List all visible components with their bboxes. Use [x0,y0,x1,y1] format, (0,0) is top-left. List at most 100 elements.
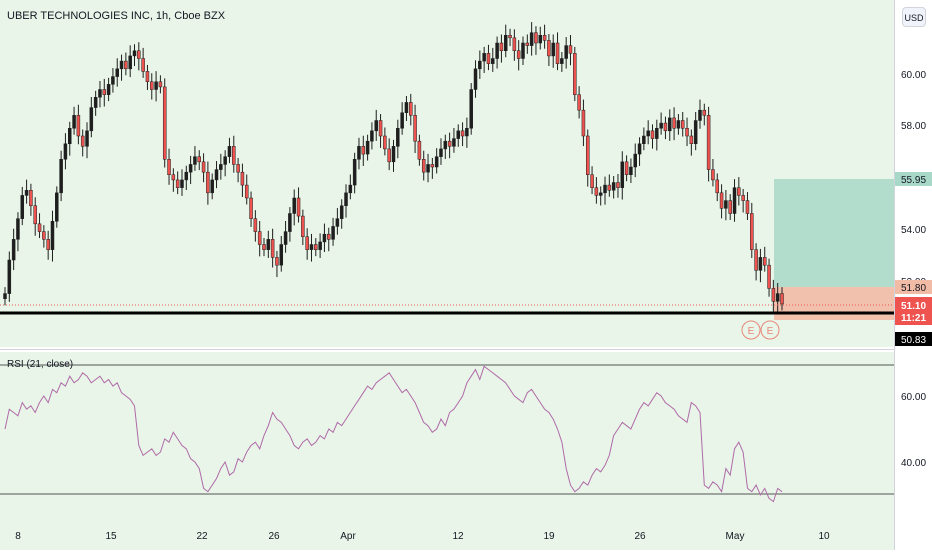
candle-body [473,68,478,90]
x-label-26b: 26 [634,531,646,542]
candle-body [20,195,25,219]
candle-body [547,40,551,57]
candlestick-series [3,22,784,314]
candle-body [102,89,107,95]
candle-body [76,115,81,137]
candle-body [439,148,443,157]
axis-background [894,0,932,550]
earnings-marker-1[interactable]: E [741,320,761,340]
candle-body [542,35,547,41]
support-price-label[interactable]: 50.83 [895,332,932,346]
target-price-text: 55.95 [901,175,926,186]
candle-body [89,107,94,132]
candle-body [227,146,232,157]
candle-body [357,146,361,160]
candle-body [633,153,637,168]
candle-body [137,50,141,59]
candle-body [447,140,452,147]
candle-body [85,130,89,147]
candle-body [737,187,741,196]
price-tick-58: 58.00 [901,121,926,132]
candle-body [767,264,771,289]
stop-zone[interactable] [774,287,894,320]
candle-body [335,218,340,227]
candle-body [240,171,245,186]
rsi-indicator-label[interactable]: RSI (21, close) [7,359,74,370]
candle-body [404,102,409,113]
candle-body [750,213,754,250]
x-label-22: 22 [196,531,208,542]
candle-body [698,109,702,121]
earnings-marker-1-label: E [748,326,755,337]
x-label-12: 12 [452,531,464,542]
target-price-label[interactable]: 55.95 [895,172,932,186]
candle-body [560,58,564,64]
candle-body [586,135,590,175]
earnings-marker-2-label: E [767,326,774,337]
candle-body [305,236,309,250]
x-label-apr: Apr [340,531,356,542]
candle-body [421,159,426,173]
candle-body [495,42,499,59]
x-label-26: 26 [268,531,280,542]
candle-body [63,143,68,160]
candle-body [318,241,322,250]
rsi-tick-60: 60.00 [901,392,926,403]
candle-body [214,169,219,181]
stop-price-label[interactable]: 51.80 [895,280,932,294]
candle-body [167,159,171,175]
candle-body [3,293,7,300]
candle-body [206,171,210,194]
candle-body [279,244,284,266]
candle-body [603,184,607,194]
candle-body [534,32,538,44]
candle-body [434,156,439,168]
candle-body [780,293,784,305]
candle-body [521,42,525,59]
candle-body [98,89,102,98]
chart-title[interactable]: UBER TECHNOLOGIES INC, 1h, Cboe BZX [7,10,226,22]
candle-body [400,112,404,129]
candle-body [115,68,119,77]
earnings-marker-2[interactable]: E [760,320,780,340]
candle-body [322,233,327,243]
x-label-19: 19 [543,531,555,542]
candle-body [236,164,240,173]
candle-body [154,81,158,90]
candle-body [391,146,396,163]
candle-body [339,205,344,219]
candle-body [758,257,763,271]
candle-body [486,53,491,64]
candle-body [244,184,249,199]
candle-body [270,239,275,258]
candle-body [668,117,672,132]
candle-body [327,233,331,240]
candle-body [201,161,206,173]
candle-body [50,221,55,250]
current-price-label[interactable]: 51.10 11:21 [895,297,932,325]
candle-body [145,71,150,82]
candle-body [637,143,642,155]
candle-body [128,55,132,70]
candle-body [210,179,214,194]
candle-body [296,197,301,217]
candle-body [706,115,711,170]
candle-body [111,76,115,85]
candle-body [309,244,314,250]
candle-body [741,195,745,201]
candle-body [629,166,633,175]
currency-button[interactable]: USD [902,7,926,27]
candle-body [253,218,258,232]
candle-body [715,179,719,194]
price-tick-60: 60.00 [901,70,926,81]
support-price-text: 50.83 [901,335,926,346]
candle-body [257,231,262,245]
candle-body [594,187,599,196]
candle-body [672,117,676,129]
candle-body [223,156,227,165]
candle-body [59,159,63,194]
candle-body [188,164,193,173]
target-zone[interactable] [774,179,894,287]
